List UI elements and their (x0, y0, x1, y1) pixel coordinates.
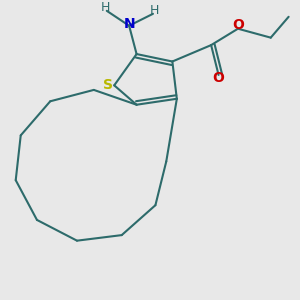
Text: H: H (100, 1, 110, 14)
Text: H: H (150, 4, 159, 17)
Text: O: O (213, 71, 224, 85)
Text: S: S (103, 78, 113, 92)
Text: O: O (232, 18, 244, 32)
Text: N: N (123, 17, 135, 31)
